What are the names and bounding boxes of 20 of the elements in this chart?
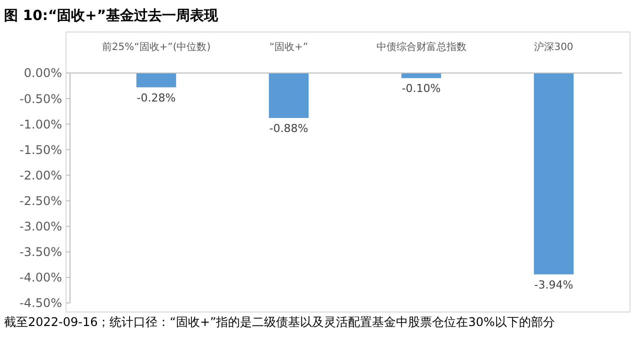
x-tick-label: 沪深300	[534, 41, 574, 53]
y-tick-label: -3.00%	[20, 220, 62, 234]
y-tick-label: -4.50%	[20, 296, 62, 310]
x-tick-label: 中债综合财富总指数	[376, 41, 466, 53]
y-tick-label: -0.50%	[20, 92, 62, 106]
text: 截至2022-09-16；统计口径：“固收+”指的是二级债基以及灵活配置基金中股票仓位在30%以下的部分	[4, 315, 555, 329]
data-label: -0.88%	[269, 122, 308, 135]
y-tick-label: -2.00%	[20, 168, 62, 182]
y-tick-label: -4.00%	[20, 270, 62, 285]
y-tick-label: 0.00%	[24, 66, 62, 80]
y-tick-label: -3.50%	[20, 245, 62, 260]
y-tick-label: -1.50%	[20, 142, 62, 157]
data-label: -3.94%	[534, 278, 574, 292]
x-tick-label: 前25%“固收+”(中位数)	[102, 41, 211, 53]
chart-title: 图 10:“固收+”基金过去一周表现	[4, 8, 220, 24]
y-tick-label: -1.00%	[20, 117, 62, 132]
data-label: -0.10%	[402, 82, 441, 96]
data-label: -0.28%	[136, 91, 176, 104]
y-tick-label: -2.50%	[20, 194, 62, 208]
x-tick-label: “固收+”	[269, 42, 308, 53]
